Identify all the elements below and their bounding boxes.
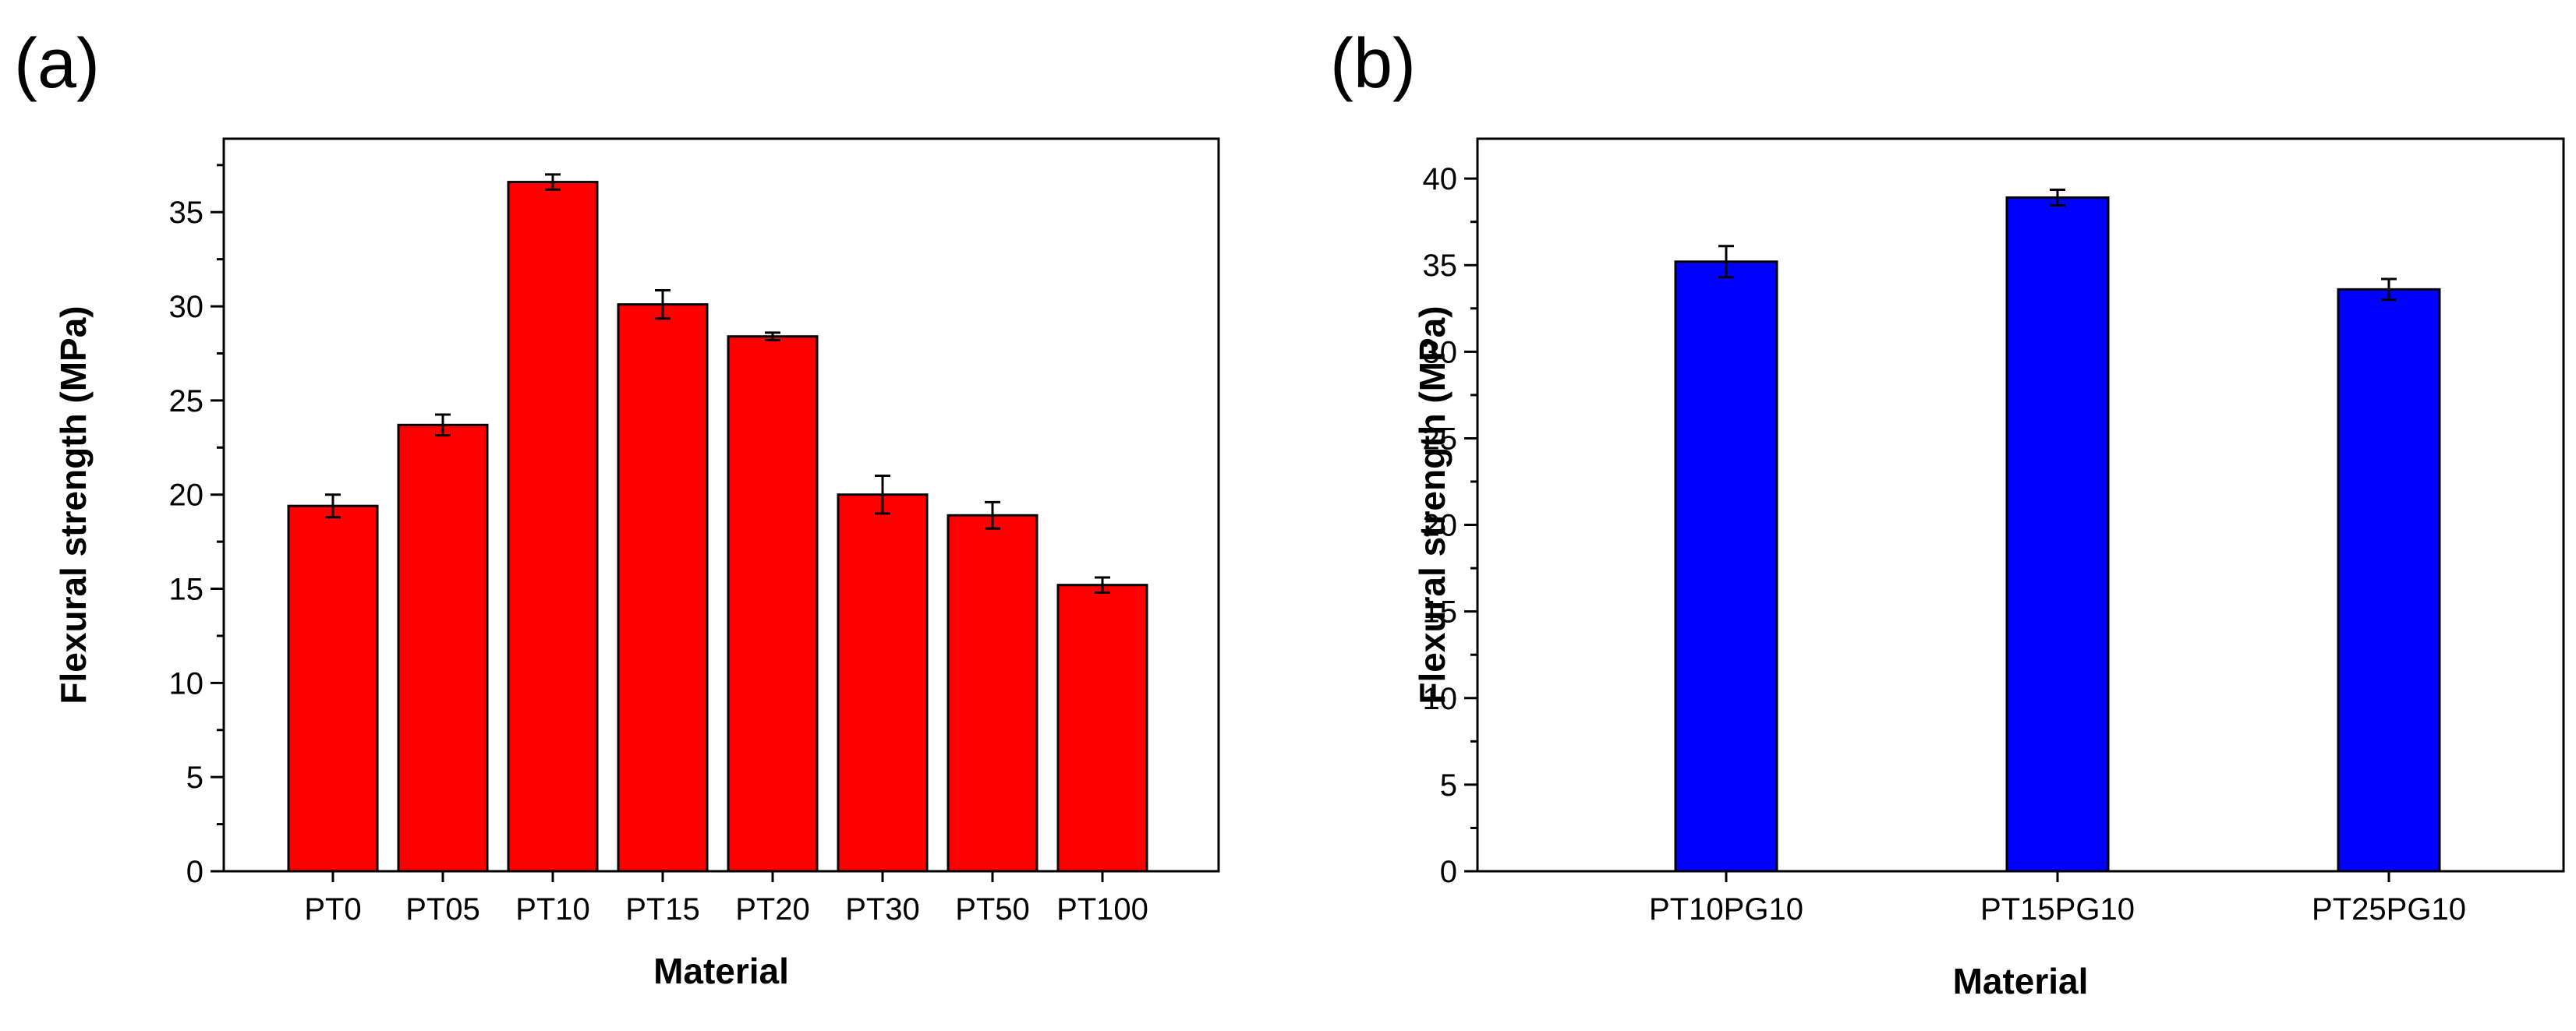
x-tick-label: PT25PG10 <box>2312 892 2466 927</box>
y-axis-title: Flexural strength (MPa) <box>53 305 94 704</box>
x-tick-label: PT20 <box>735 892 810 927</box>
y-tick-label: 40 <box>1423 162 1458 196</box>
panel-label: (b) <box>1330 25 1416 103</box>
bar-PT50 <box>947 514 1039 873</box>
bar-PT10PG10 <box>1674 260 1778 873</box>
plot-frame <box>1476 137 2565 873</box>
y-tick-label: 25 <box>1423 422 1458 456</box>
panel-label: (a) <box>14 25 100 103</box>
x-tick-label: PT15 <box>625 892 700 927</box>
y-tick-label: 0 <box>1440 855 1457 889</box>
x-tick-label: PT15PG10 <box>1980 892 2135 927</box>
x-axis-title: Material <box>1953 961 2089 1001</box>
y-tick-label: 5 <box>1440 768 1457 803</box>
x-tick-label: PT30 <box>845 892 920 927</box>
y-tick-label: 15 <box>169 573 204 607</box>
y-tick-label: 25 <box>169 384 204 418</box>
y-tick-label: 30 <box>1423 335 1458 369</box>
panel-a: (a) 0 5 10 15 20 25 30 35 PT0 PT05 PT10 PT15 PT20 PT30… <box>14 25 1220 991</box>
bar-PT05 <box>397 423 489 873</box>
x-tick-label: PT100 <box>1056 892 1148 927</box>
bar-PT15PG10 <box>2005 196 2110 873</box>
x-tick-label: PT05 <box>405 892 480 927</box>
y-tick-label: 35 <box>169 196 204 230</box>
x-tick-label: PT50 <box>955 892 1030 927</box>
y-tick-label: 30 <box>169 290 204 324</box>
bar-PT25PG10 <box>2337 288 2441 873</box>
bar-PT10 <box>507 181 599 873</box>
x-tick-label: PT10PG10 <box>1649 892 1803 927</box>
bar-PT15 <box>617 303 709 873</box>
x-tick-label: PT10 <box>515 892 590 927</box>
y-tick-label: 35 <box>1423 249 1458 283</box>
y-tick-label: 20 <box>169 478 204 513</box>
y-tick-label: 5 <box>186 761 203 795</box>
x-tick-label: PT0 <box>304 892 361 927</box>
y-tick-label: 0 <box>186 855 203 889</box>
bar-PT30 <box>837 493 929 873</box>
bar-PT20 <box>727 335 819 873</box>
y-tick-label: 20 <box>1423 509 1458 543</box>
y-tick-label: 10 <box>1423 682 1458 716</box>
plot-frame <box>222 137 1220 873</box>
bar-PT0 <box>287 504 379 873</box>
y-tick-label: 10 <box>169 666 204 701</box>
y-axis-title: Flexural strength (MPa) <box>1412 305 1453 704</box>
y-tick-label: 15 <box>1423 595 1458 630</box>
x-axis-title: Material <box>653 951 789 991</box>
panel-b: (b) 0 5 10 15 20 25 30 35 40 PT10PG10 PT15PG10 PT25P… <box>1330 25 2565 1001</box>
bar-PT100 <box>1056 584 1148 873</box>
